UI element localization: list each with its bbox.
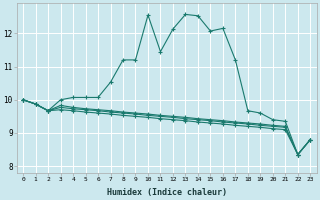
X-axis label: Humidex (Indice chaleur): Humidex (Indice chaleur) [107,188,227,197]
